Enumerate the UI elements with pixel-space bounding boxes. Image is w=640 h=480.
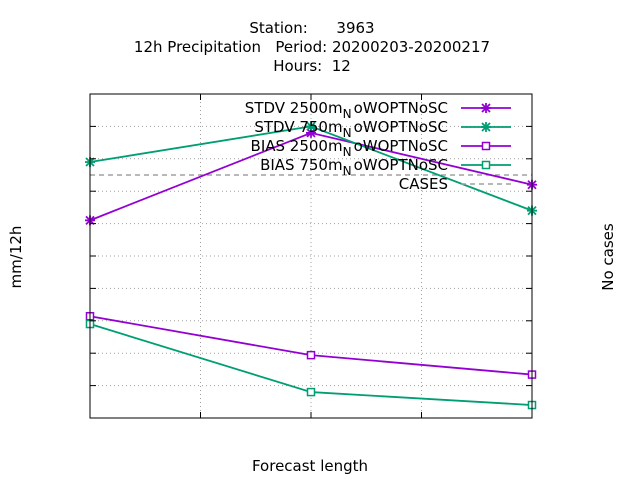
legend-label-base: CASES bbox=[399, 175, 448, 193]
legend-swatch-marker-3 bbox=[481, 160, 491, 170]
chart-title-line-2: 12h Precipitation Period: 20200203-20200… bbox=[134, 38, 490, 56]
legend-label-4: CASES bbox=[399, 175, 448, 193]
legend-label-base: STDV 750m bbox=[254, 118, 342, 136]
y-axis-label: mm/12h bbox=[7, 226, 25, 289]
legend-label-tail: oWOPTNoSC bbox=[354, 118, 448, 136]
axes bbox=[89, 93, 533, 419]
series-3-point bbox=[306, 387, 316, 397]
series-2-point bbox=[306, 350, 316, 360]
legend-swatch-marker-2 bbox=[481, 141, 491, 151]
legend-label-subscript: N bbox=[343, 164, 352, 178]
legend-label-0: STDV 2500mN oWOPTNoSC bbox=[245, 99, 448, 121]
legend-label-tail: oWOPTNoSC bbox=[354, 99, 448, 117]
legend-label-subscript: N bbox=[343, 107, 352, 121]
series-line-2 bbox=[89, 315, 533, 376]
y2-axis-label: No cases bbox=[599, 223, 617, 291]
chart-title-line-3: Hours: 12 bbox=[273, 57, 351, 75]
x-axis-label: Forecast length bbox=[252, 457, 368, 475]
chart-title: Station: 3963 12h Precipitation Period: … bbox=[134, 19, 490, 75]
legend-label-tail: oWOPTNoSC bbox=[354, 137, 448, 155]
legend-label-tail: oWOPTNoSC bbox=[354, 156, 448, 174]
legend-label-subscript: N bbox=[343, 126, 352, 140]
legend-label-base: STDV 2500m bbox=[245, 99, 343, 117]
series-1-point bbox=[306, 121, 316, 132]
legend-label-base: BIAS 750m bbox=[260, 156, 343, 174]
legend-label-2: BIAS 2500mN oWOPTNoSC bbox=[251, 137, 448, 159]
legend-label-subscript: N bbox=[343, 145, 352, 159]
legend-label-base: BIAS 2500m bbox=[251, 137, 343, 155]
legend-label-3: BIAS 750mN oWOPTNoSC bbox=[260, 156, 448, 178]
legend-label-1: STDV 750mN oWOPTNoSC bbox=[254, 118, 448, 140]
chart-title-line-1: Station: 3963 bbox=[249, 19, 374, 37]
legend-swatch-marker-0 bbox=[481, 103, 491, 113]
legend-swatch-marker-1 bbox=[481, 122, 491, 132]
